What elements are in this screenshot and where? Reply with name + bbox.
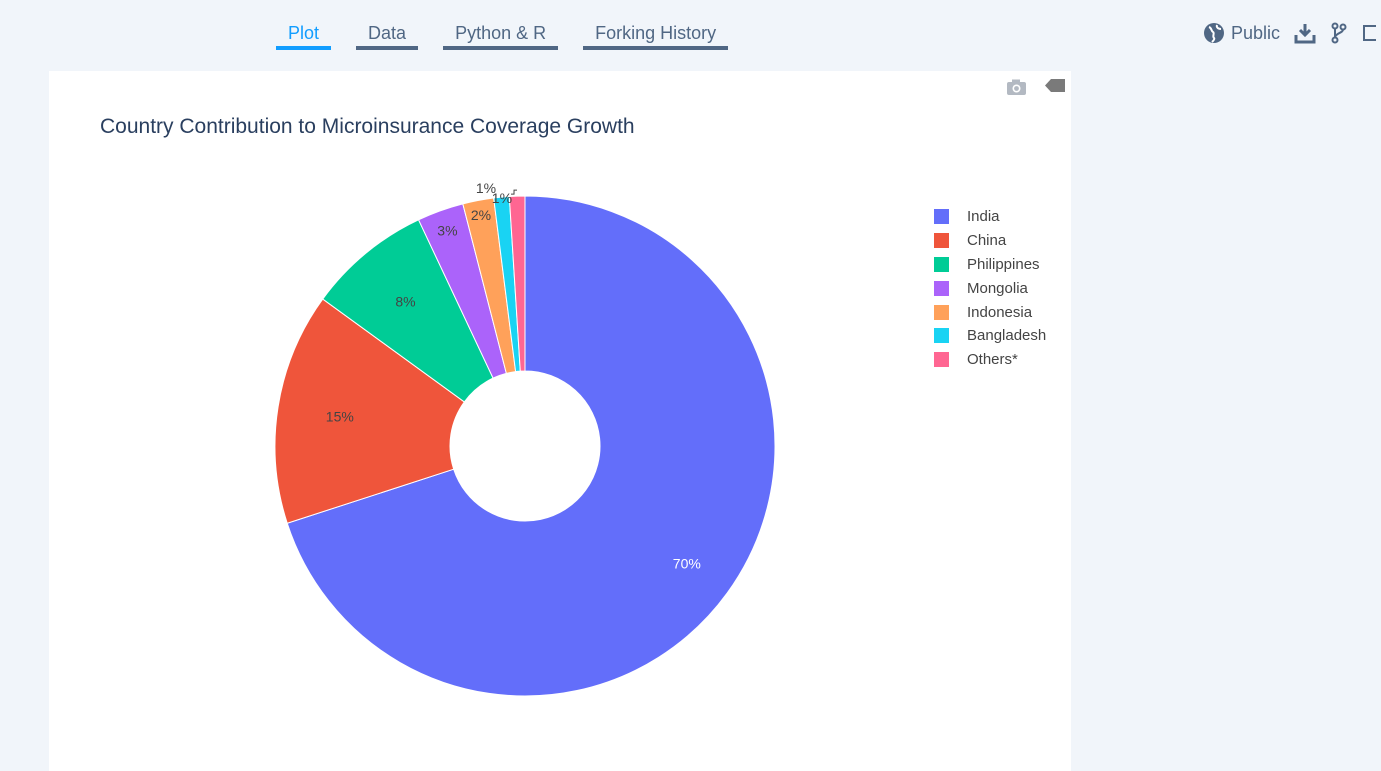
label-leader-line xyxy=(511,189,518,195)
legend-label: Indonesia xyxy=(967,303,1033,321)
square-icon[interactable] xyxy=(1362,22,1377,44)
plot-card: Country Contribution to Microinsurance C… xyxy=(49,71,1071,771)
legend-label: Others* xyxy=(967,351,1018,369)
slice-label: 1% xyxy=(492,190,512,206)
tag-icon[interactable] xyxy=(1045,79,1065,96)
legend-swatch xyxy=(934,209,949,225)
modebar xyxy=(1006,79,1065,96)
header-actions: Public xyxy=(1203,22,1377,44)
chart-title: Country Contribution to Microinsurance C… xyxy=(100,115,635,138)
camera-icon[interactable] xyxy=(1006,79,1027,96)
tab-bar: Plot Data Python & R Forking History xyxy=(276,22,753,50)
slice-label: 8% xyxy=(395,294,415,310)
legend-label: India xyxy=(967,208,1000,226)
tab-forking-history[interactable]: Forking History xyxy=(583,22,729,50)
legend-label: Bangladesh xyxy=(967,327,1047,345)
legend-item-china[interactable]: China xyxy=(934,229,1046,253)
legend-item-bangladesh[interactable]: Bangladesh xyxy=(934,324,1046,348)
pie-slice-india[interactable] xyxy=(286,195,776,697)
legend-swatch xyxy=(934,256,949,272)
globe-icon xyxy=(1204,23,1224,43)
visibility-label: Public xyxy=(1231,22,1281,43)
pie-slice-others[interactable] xyxy=(508,195,526,372)
tab-plot[interactable]: Plot xyxy=(276,22,332,50)
legend-label: Philippines xyxy=(967,255,1040,273)
pie-chart: 70%15%8%3%2%1%1% xyxy=(274,180,776,697)
legend-swatch xyxy=(934,233,949,249)
legend-swatch xyxy=(934,280,949,296)
legend-item-others[interactable]: Others* xyxy=(934,348,1046,372)
legend-label: China xyxy=(967,232,1007,250)
slice-label: 70% xyxy=(673,556,701,572)
legend-item-philippines[interactable]: Philippines xyxy=(934,253,1046,277)
public-toggle[interactable]: Public xyxy=(1203,22,1280,44)
slice-label: 2% xyxy=(471,207,491,223)
fork-icon[interactable] xyxy=(1330,22,1348,44)
slice-label: 1% xyxy=(476,180,496,196)
tab-data[interactable]: Data xyxy=(356,22,419,50)
legend-label: Mongolia xyxy=(967,279,1028,297)
legend-swatch xyxy=(934,352,949,368)
legend-item-indonesia[interactable]: Indonesia xyxy=(934,300,1046,324)
legend-swatch xyxy=(934,328,949,344)
pie-slice-china[interactable] xyxy=(274,298,466,524)
slice-label: 3% xyxy=(437,223,457,239)
legend-item-mongolia[interactable]: Mongolia xyxy=(934,276,1046,300)
legend-item-india[interactable]: India xyxy=(934,205,1046,229)
legend-swatch xyxy=(934,304,949,320)
tab-python-r[interactable]: Python & R xyxy=(443,22,559,50)
slice-label: 15% xyxy=(326,409,354,425)
legend: India China Philippines Mongolia Indones… xyxy=(934,205,1046,372)
download-icon[interactable] xyxy=(1294,22,1316,44)
